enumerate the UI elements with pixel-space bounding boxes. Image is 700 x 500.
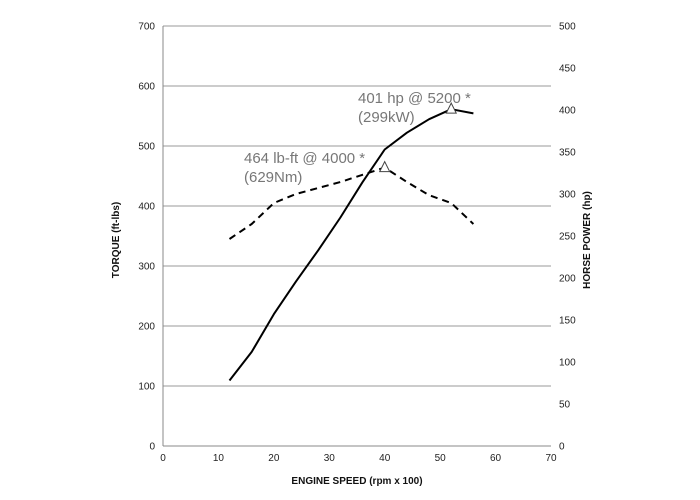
x-tick-labels: 0 10 20 30 40 50 60 70	[160, 453, 557, 464]
right-y-tick-label: 250	[559, 232, 576, 243]
left-y-tick-label: 200	[138, 322, 155, 333]
x-tick-label: 30	[324, 453, 336, 464]
left-y-tick-label: 400	[138, 202, 155, 213]
left-y-tick-label: 700	[138, 22, 155, 33]
x-axis-title: ENGINE SPEED (rpm x 100)	[291, 476, 422, 487]
right-y-tick-label: 450	[559, 64, 576, 75]
right-y-axis-title: HORSE POWER (hp)	[582, 191, 593, 289]
left-y-tick-labels: 0 100 200 300 400 500 600 700	[138, 22, 155, 453]
x-tick-label: 20	[268, 453, 280, 464]
right-y-tick-label: 350	[559, 148, 576, 159]
torque-line	[228, 166, 475, 240]
right-y-tick-label: 300	[559, 190, 576, 201]
right-y-tick-labels: 0 50 100 150 200 250 300 350 400 450 500	[559, 22, 576, 453]
torque-peak-annotation-line-1: 464 lb-ft @ 4000 *	[244, 150, 365, 167]
right-y-tick-label: 400	[559, 106, 576, 117]
x-tick-label: 10	[213, 453, 225, 464]
left-y-axis-title: TORQUE (ft-lbs)	[111, 202, 122, 278]
x-tick-label: 50	[435, 453, 447, 464]
left-y-tick-label: 100	[138, 382, 155, 393]
left-y-tick-label: 600	[138, 82, 155, 93]
right-y-tick-label: 200	[559, 274, 576, 285]
axes	[162, 26, 551, 447]
torque-peak-marker	[378, 160, 391, 173]
x-tick-label: 40	[379, 453, 391, 464]
hp-peak-annotation: 401 hp @ 5200 * (299kW)	[358, 90, 471, 126]
hp-peak-annotation-line-2: (299kW)	[358, 109, 415, 126]
left-y-tick-label: 0	[149, 442, 155, 453]
right-y-tick-label: 150	[559, 316, 576, 327]
right-y-tick-label: 0	[559, 442, 565, 453]
right-y-tick-label: 50	[559, 400, 571, 411]
peak-markers	[378, 102, 458, 173]
torque-peak-annotation-line-2: (629Nm)	[244, 169, 302, 186]
horsepower-line	[228, 108, 474, 382]
x-tick-label: 70	[545, 453, 557, 464]
x-tick-label: 60	[490, 453, 502, 464]
hp-peak-annotation-line-1: 401 hp @ 5200 *	[358, 90, 471, 107]
horizontal-gridlines	[163, 25, 551, 387]
x-tick-label: 0	[160, 453, 166, 464]
torque-peak-annotation: 464 lb-ft @ 4000 * (629Nm)	[244, 150, 365, 186]
hp-peak-marker	[445, 102, 458, 114]
data-series	[228, 108, 475, 382]
left-y-tick-label: 500	[138, 142, 155, 153]
left-y-tick-label: 300	[138, 262, 155, 273]
right-y-tick-label: 100	[559, 358, 576, 369]
right-y-tick-label: 500	[559, 22, 576, 33]
